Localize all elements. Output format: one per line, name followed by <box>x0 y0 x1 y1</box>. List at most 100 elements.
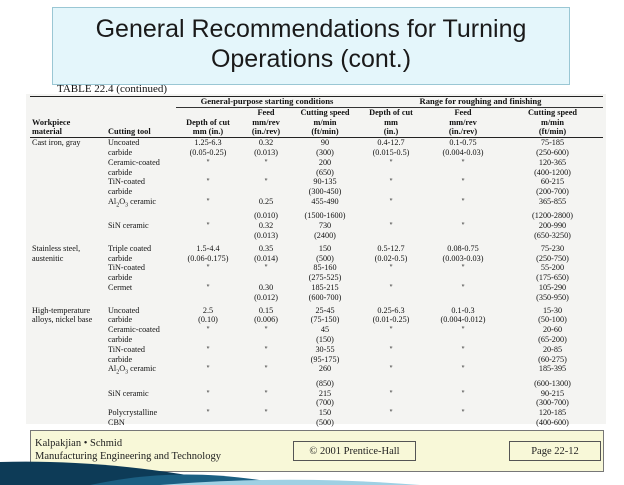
table-cell: (200-700) <box>536 187 569 197</box>
table-cell: " <box>264 263 268 273</box>
table-cell: " <box>206 325 210 335</box>
table-cell <box>424 273 502 283</box>
table-cell <box>30 335 106 345</box>
header-row-2: Workpiece Depth of cut mm/rev m/min mm m… <box>30 118 603 128</box>
table-cell <box>30 168 106 178</box>
table-cell: High-temperature <box>32 305 91 315</box>
table-cell: carbide <box>108 187 133 197</box>
table-cell <box>30 355 106 365</box>
table-cell: carbide <box>108 167 133 177</box>
table-cell: 730 <box>318 221 332 231</box>
table-row: (0.013) (2400) (650-3250) <box>30 231 603 241</box>
column-header <box>106 118 176 128</box>
table-cell: (400-600) <box>536 417 569 427</box>
table-cell <box>358 273 424 283</box>
table-row: SiN ceramic " " 215 " " 90-215 <box>30 389 603 399</box>
table-cell <box>424 211 502 221</box>
table-cell <box>358 168 424 178</box>
table-cell: 20-85 <box>542 344 563 354</box>
table-row: TiN-coated " " 90-135 " " 60-215 <box>30 177 603 187</box>
table-cell: 45 <box>320 325 330 335</box>
table-cell: " <box>461 177 465 187</box>
table-cell: TiN-coated <box>108 344 145 354</box>
table-cell: " <box>461 157 465 167</box>
table-cell <box>30 187 106 197</box>
table-cell: " <box>389 388 393 398</box>
column-header: Cutting speed <box>527 107 578 117</box>
slide-title: General Recommendations for Turning Oper… <box>53 14 569 74</box>
table-cell: " <box>389 221 393 231</box>
table-cell: " <box>264 408 268 418</box>
table-cell: 0.1-0.75 <box>449 138 477 148</box>
table-cell: (1500-1600) <box>304 211 346 221</box>
table-cell: Polycrystalline <box>108 408 158 418</box>
footer-page-number: Page 22-12 <box>509 441 601 461</box>
table-cell: alloys, nickel base <box>32 315 93 325</box>
table-cell: (0.006) <box>254 315 278 325</box>
table-cell <box>176 379 240 389</box>
table-cell: Uncoated <box>108 305 140 315</box>
table-row: TiN-coated " " 30-55 " " 20-85 <box>30 345 603 355</box>
title-line-2: Operations (cont.) <box>210 45 412 73</box>
table-row: carbide (650) (400-1200) <box>30 168 603 178</box>
table-cell: 0.08-0.75 <box>447 243 479 253</box>
table-cell <box>240 379 292 389</box>
table-row: Ceramic-coated " " 200 " " 120-365 <box>30 158 603 168</box>
table-cell: " <box>206 282 210 292</box>
column-header: (ft/min) <box>502 127 603 139</box>
table-cell <box>424 168 502 178</box>
table-cell <box>30 345 106 355</box>
table-cell <box>30 418 106 428</box>
table-cell <box>358 211 424 221</box>
table-cell: (650) <box>316 167 334 177</box>
table-cell: " <box>264 364 268 374</box>
table-cell: " <box>264 177 268 187</box>
table-cell: 0.35 <box>258 243 274 253</box>
footer: Kalpakjian • Schmid Manufacturing Engine… <box>30 430 604 472</box>
table-cell: (700) <box>316 398 334 408</box>
table-cell: 215 <box>318 388 332 398</box>
table-cell: (0.004-0.012) <box>440 315 486 325</box>
table-cell <box>176 335 240 345</box>
column-header: (in.) <box>358 127 424 139</box>
table-cell <box>240 273 292 283</box>
column-header: mm (in.) <box>176 127 240 139</box>
table-cell: 1.25-6.3 <box>194 138 222 148</box>
footer-authors: Kalpakjian • Schmid <box>35 438 123 449</box>
table-cell: TiN-coated <box>108 177 145 187</box>
table-cell: (500) <box>316 253 334 263</box>
table-cell: " <box>206 157 210 167</box>
table-cell: (275-525) <box>308 273 342 283</box>
table-cell <box>240 398 292 408</box>
table-cell <box>106 231 176 241</box>
table-cell: " <box>461 344 465 354</box>
table-cell: " <box>461 325 465 335</box>
table-cell: (350-950) <box>536 292 569 302</box>
table-row: Polycrystalline " " 150 " " 120-185 <box>30 408 603 418</box>
table-cell: TiN-coated <box>108 263 145 273</box>
table-cell: (0.10) <box>198 315 218 325</box>
table-row: carbide (300-450) (200-700) <box>30 187 603 197</box>
table-cell: 75-185 <box>540 138 565 148</box>
column-header: Depth of cut <box>186 117 230 127</box>
table-cell: " <box>389 282 393 292</box>
table-cell: 105-290 <box>538 282 567 292</box>
table-row: SiN ceramic " 0.32 730 " " 200-990 <box>30 221 603 231</box>
group-header-general: General-purpose starting conditions <box>176 96 358 108</box>
table-row: carbide (150) (65-200) <box>30 335 603 345</box>
table-cell: 455-490 <box>311 196 339 206</box>
table-cell: " <box>264 388 268 398</box>
table-cell: " <box>206 344 210 354</box>
table-cell <box>30 273 106 283</box>
table-cell <box>30 293 106 303</box>
footer-copyright: © 2001 Prentice-Hall <box>293 441 416 461</box>
table-cell <box>240 355 292 365</box>
column-header: (in./rev) <box>424 127 502 139</box>
table-cell: (2400) <box>314 231 336 240</box>
table-cell: 60-215 <box>540 177 565 187</box>
table-cell <box>30 197 106 211</box>
table-row: CBN (500) (400-600) <box>30 418 603 428</box>
table-cell: 0.32 <box>258 138 274 148</box>
table-cell: 185-215 <box>311 282 339 292</box>
table-cell <box>106 398 176 408</box>
